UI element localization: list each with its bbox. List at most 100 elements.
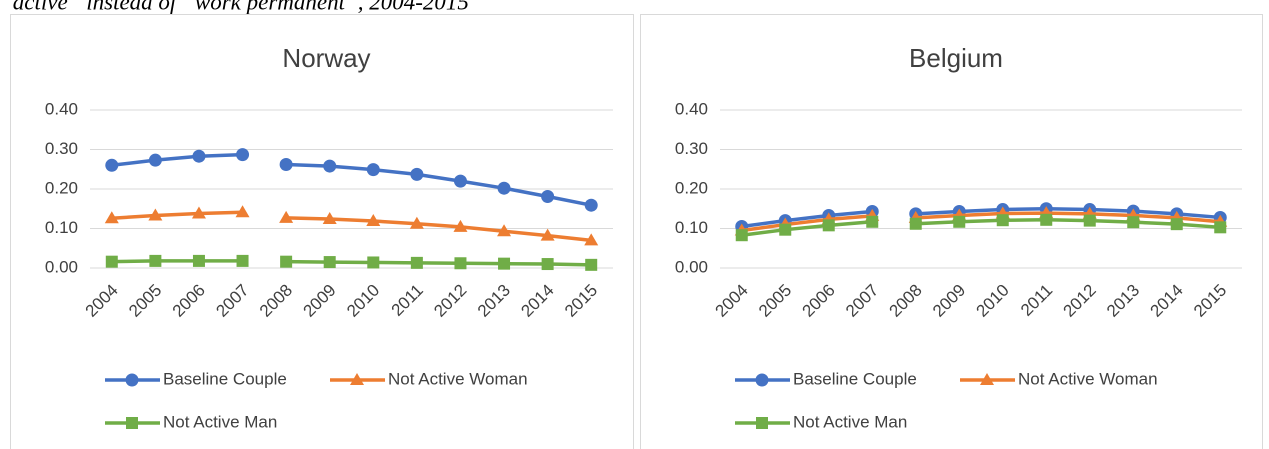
- point: [410, 256, 423, 269]
- x-tick-label: 2004: [712, 281, 752, 321]
- y-tick-label: 0.00: [45, 257, 78, 276]
- point: [497, 224, 512, 237]
- legend-label: Baseline Couple: [793, 369, 917, 388]
- point: [541, 190, 555, 204]
- point: [454, 257, 467, 270]
- x-tick-label: 2012: [1060, 281, 1100, 321]
- point: [584, 233, 599, 246]
- point: [148, 153, 162, 167]
- x-tick-label: 2014: [517, 281, 557, 321]
- y-tick-label: 0.10: [675, 218, 708, 237]
- legend-label: Baseline Couple: [163, 369, 287, 388]
- series-line: [286, 259, 592, 267]
- legend-label: Not Active Woman: [388, 369, 528, 388]
- point: [236, 254, 249, 267]
- point: [497, 181, 511, 195]
- series-line: [915, 211, 1221, 224]
- point: [105, 158, 119, 172]
- point: [192, 254, 205, 267]
- point: [953, 215, 966, 228]
- series-line: [286, 162, 592, 207]
- x-tick-label: 2010: [973, 281, 1013, 321]
- point: [756, 417, 768, 429]
- series-line: [741, 220, 873, 237]
- point: [323, 159, 337, 173]
- x-tick-label: 2005: [125, 281, 165, 321]
- point: [1127, 216, 1140, 229]
- point: [367, 256, 380, 269]
- point: [192, 149, 206, 163]
- point: [584, 198, 598, 212]
- point: [996, 214, 1009, 227]
- x-tick-label: 2004: [82, 281, 122, 321]
- point: [280, 255, 293, 268]
- x-tick-label: 2007: [212, 281, 252, 321]
- point: [350, 373, 364, 385]
- legend-label: Not Active Man: [163, 412, 277, 431]
- legend-label: Not Active Man: [793, 412, 907, 431]
- x-tick-label: 2005: [755, 281, 795, 321]
- y-tick-label: 0.40: [45, 99, 78, 118]
- x-tick-label: 2006: [799, 281, 839, 321]
- point: [279, 158, 293, 172]
- point: [585, 258, 598, 271]
- point: [236, 148, 250, 162]
- point: [410, 167, 424, 181]
- x-tick-label: 2015: [1190, 281, 1230, 321]
- x-tick-label: 2013: [1103, 281, 1143, 321]
- point: [498, 257, 511, 270]
- caption: “active” instead of “work permanent”, 20…: [0, 0, 469, 14]
- y-tick-label: 0.30: [45, 139, 78, 158]
- point: [125, 373, 139, 387]
- y-tick-label: 0.20: [675, 178, 708, 197]
- point: [409, 216, 424, 229]
- x-tick-label: 2015: [561, 281, 601, 321]
- point: [279, 210, 294, 223]
- y-tick-label: 0.10: [45, 218, 78, 237]
- point: [366, 213, 381, 226]
- point: [126, 417, 138, 429]
- x-tick-label: 2014: [1147, 281, 1187, 321]
- point: [1083, 214, 1096, 227]
- x-tick-label: 2009: [929, 281, 969, 321]
- chart-title: Belgium: [909, 43, 1003, 73]
- point: [105, 255, 118, 268]
- x-tick-label: 2011: [388, 281, 427, 320]
- point: [755, 373, 769, 387]
- series-line: [741, 214, 873, 233]
- x-tick-label: 2010: [343, 281, 383, 321]
- point: [104, 211, 119, 224]
- series-line: [111, 152, 243, 168]
- series-line: [286, 216, 592, 243]
- point: [1170, 218, 1183, 231]
- point: [909, 217, 922, 230]
- x-tick-label: 2008: [886, 281, 926, 321]
- x-tick-label: 2006: [169, 281, 209, 321]
- point: [148, 208, 163, 221]
- series-line: [111, 259, 243, 264]
- point: [866, 215, 879, 228]
- point: [235, 205, 250, 218]
- chart-title: Norway: [282, 43, 370, 73]
- x-tick-label: 2012: [430, 281, 470, 321]
- series-line: [741, 209, 873, 229]
- y-tick-label: 0.30: [675, 139, 708, 158]
- point: [541, 258, 554, 271]
- x-tick-label: 2013: [474, 281, 514, 321]
- point: [322, 212, 337, 225]
- x-tick-label: 2008: [256, 281, 296, 321]
- point: [779, 223, 792, 236]
- point: [191, 206, 206, 219]
- x-tick-label: 2009: [300, 281, 340, 321]
- y-tick-label: 0.20: [45, 178, 78, 197]
- series-line: [915, 206, 1221, 220]
- point: [735, 229, 748, 242]
- chart-frame: [640, 14, 1263, 449]
- y-tick-label: 0.40: [675, 99, 708, 118]
- legend-label: Not Active Woman: [1018, 369, 1158, 388]
- point: [149, 254, 162, 267]
- series-line: [915, 218, 1221, 230]
- point: [822, 219, 835, 232]
- series-line: [111, 210, 243, 220]
- point: [1214, 221, 1227, 234]
